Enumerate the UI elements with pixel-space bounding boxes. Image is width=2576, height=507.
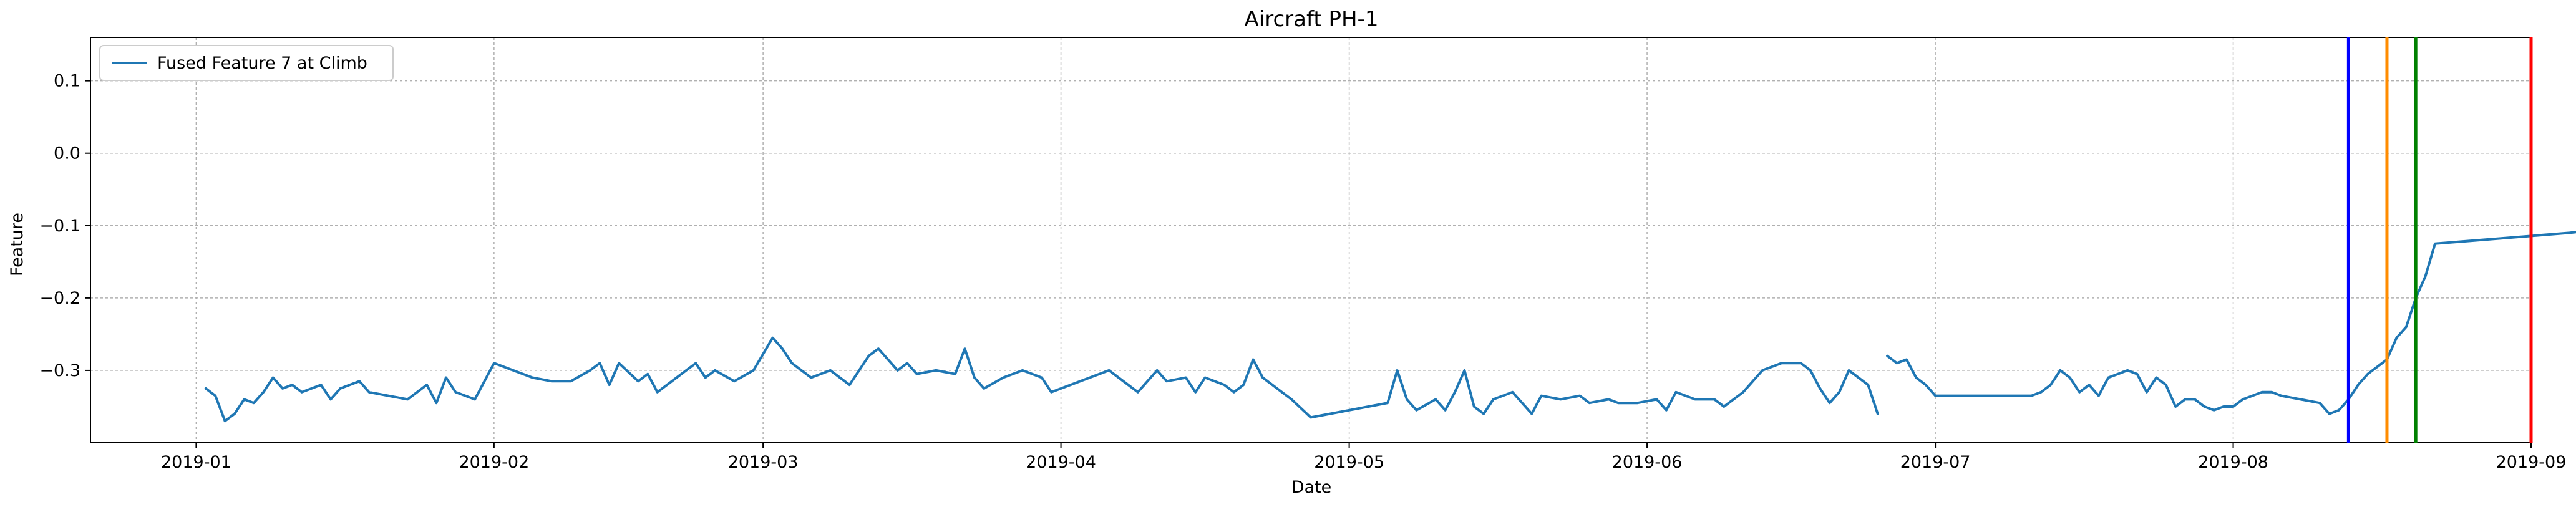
vertical-markers bbox=[2346, 37, 2533, 443]
grid-lines bbox=[90, 37, 2532, 443]
series-layer bbox=[204, 231, 2576, 423]
series-line-segment bbox=[204, 336, 1879, 423]
legend-box bbox=[99, 45, 394, 81]
y-axis-label: Feature bbox=[7, 213, 27, 276]
series-line-segment bbox=[1886, 231, 2576, 415]
y-tick-label: 0.1 bbox=[54, 72, 80, 91]
x-tick-label: 2019-03 bbox=[728, 453, 799, 472]
x-axis-ticks: 2019-01 2019-02 2019-03 2019-04 2019-05 2019-… bbox=[161, 443, 2566, 472]
x-tick-label: 2019-01 bbox=[161, 453, 231, 472]
x-tick-label: 2019-05 bbox=[1314, 453, 1384, 472]
y-tick-label: −0.1 bbox=[39, 216, 80, 236]
y-tick-label: 0.0 bbox=[54, 144, 80, 163]
chart-title: Aircraft PH-1 bbox=[1245, 7, 1379, 32]
legend: Fused Feature 7 at Climb bbox=[99, 45, 394, 81]
legend-entry-label: Fused Feature 7 at Climb bbox=[157, 54, 367, 73]
y-tick-label: −0.2 bbox=[39, 289, 80, 308]
x-tick-label: 2019-02 bbox=[459, 453, 529, 472]
x-tick-label: 2019-04 bbox=[1026, 453, 1096, 472]
x-tick-label: 2019-07 bbox=[1900, 453, 1971, 472]
x-axis-label: Date bbox=[1291, 478, 1332, 497]
y-tick-label: −0.3 bbox=[39, 361, 80, 380]
x-tick-label: 2019-09 bbox=[2496, 453, 2567, 472]
x-tick-label: 2019-06 bbox=[1612, 453, 1683, 472]
y-axis-ticks: 0.1 0.0 −0.1 −0.2 −0.3 bbox=[39, 72, 90, 380]
x-tick-label: 2019-08 bbox=[2198, 453, 2268, 472]
